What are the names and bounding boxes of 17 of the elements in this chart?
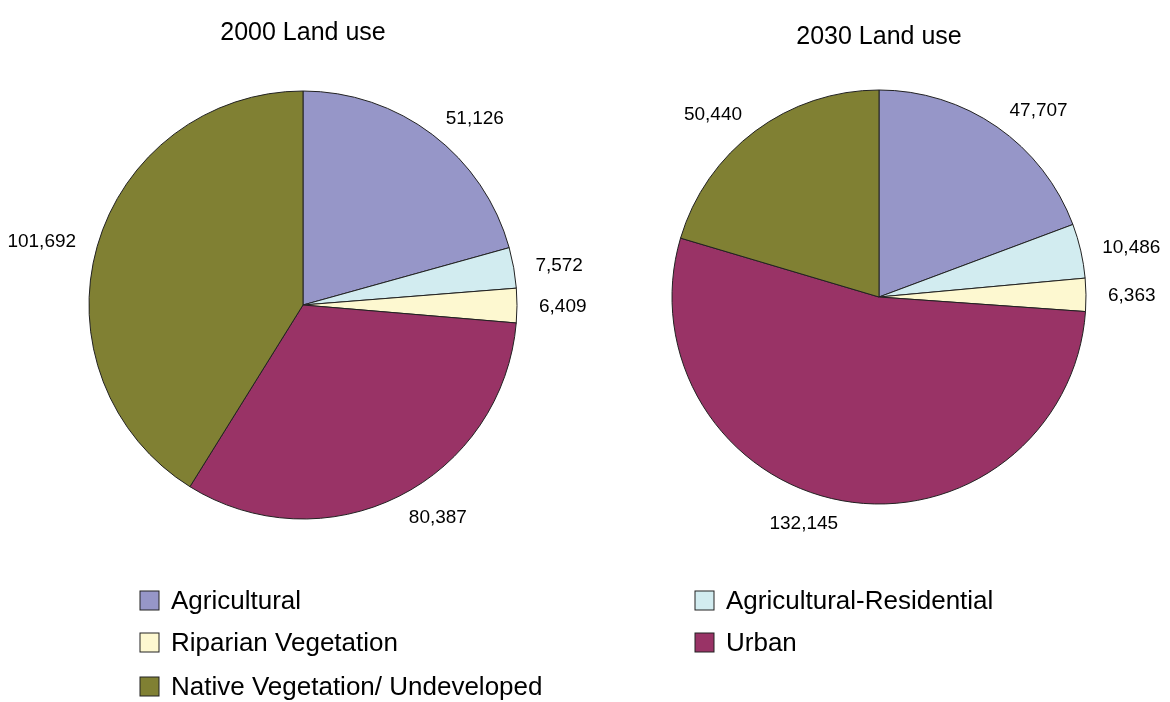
data-label: 47,707 xyxy=(1009,98,1068,120)
legend-label: Native Vegetation/ Undeveloped xyxy=(171,671,543,702)
data-label: 51,126 xyxy=(445,106,504,128)
data-label: 10,486 xyxy=(1102,235,1161,257)
legend-label: Urban xyxy=(726,627,797,658)
data-label: 50,440 xyxy=(683,103,743,125)
data-label: 80,387 xyxy=(408,505,467,527)
chart-title: 2000 Land use xyxy=(220,17,386,45)
data-label: 132,145 xyxy=(769,511,839,533)
data-label: 101,692 xyxy=(7,229,77,251)
legend-label: Riparian Vegetation xyxy=(171,627,398,658)
data-label: 6,409 xyxy=(539,295,587,317)
legend-label: Agricultural-Residential xyxy=(726,585,994,616)
legend-label: Agricultural xyxy=(171,585,302,616)
chart-title: 2030 Land use xyxy=(796,21,962,49)
data-label: 6,363 xyxy=(1107,284,1156,306)
data-label: 7,572 xyxy=(535,253,583,275)
